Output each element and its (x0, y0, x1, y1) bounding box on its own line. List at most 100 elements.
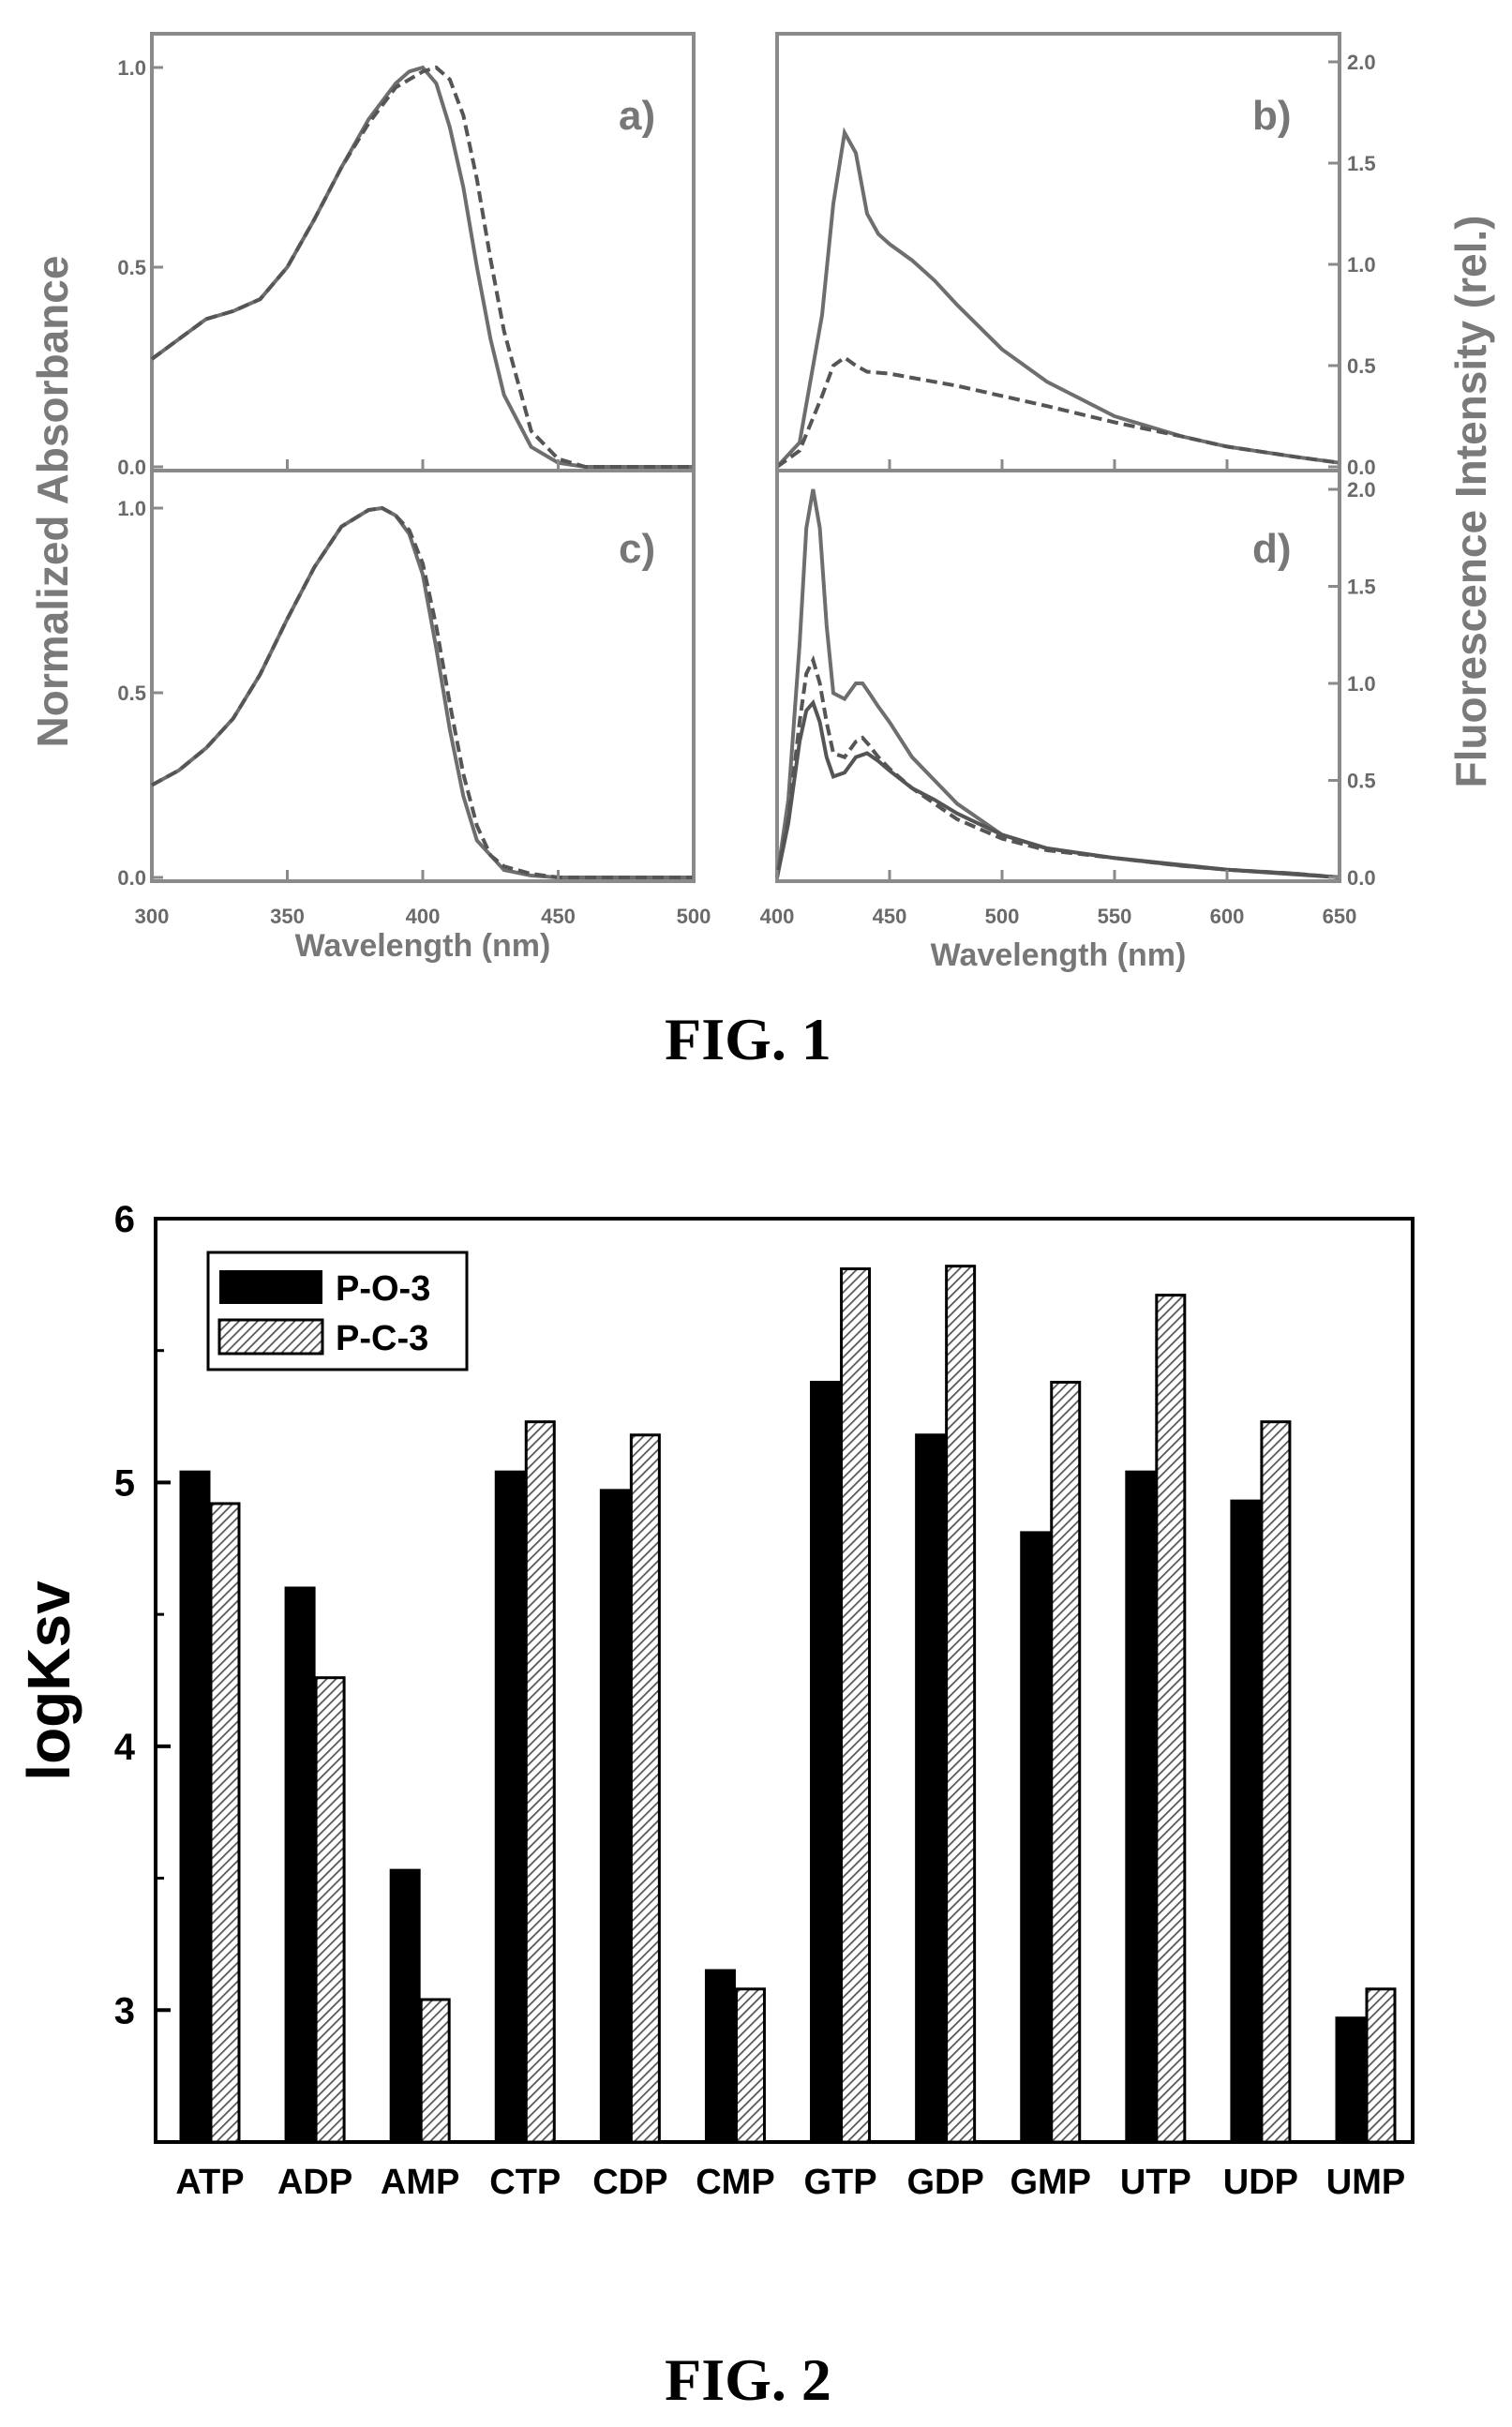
bar-p-c-3-gmp (1050, 1380, 1082, 2144)
xtick-label: 600 (1210, 905, 1245, 928)
xtick-label: 450 (873, 905, 907, 928)
category-label-amp: AMP (381, 2163, 459, 2202)
ytick-label: 6 (114, 1199, 135, 1240)
bar-p-c-3-cdp (629, 1433, 661, 2144)
bar-p-o-3-gtp (810, 1380, 842, 2144)
panel-c-frame (150, 469, 696, 883)
bar-p-o-3-gdp (915, 1433, 947, 2144)
xtick-label: 650 (1323, 905, 1357, 928)
fig1-ylabel-right: Fluorescence Intensity (rel.) (1446, 216, 1495, 788)
fig2-category-labels: ATP ADP AMP CTP CDP CMP GTP GDP GMP UTP UDP UMP (175, 2131, 1405, 2202)
ytick-label: 0.5 (117, 682, 146, 705)
fig1: Normalized Absorbance Fluorescence Inten… (28, 32, 1495, 1072)
fig2-bars (179, 1265, 1397, 2144)
ytick-label: 2.0 (1347, 478, 1376, 502)
category-label-udp: UDP (1223, 2163, 1298, 2202)
fig2-ylabel: logKsv (15, 1581, 82, 1781)
ytick-label: 4 (114, 1727, 136, 1768)
ytick-label: 1.5 (1347, 152, 1376, 175)
bar-p-c-3-adp (314, 1676, 346, 2144)
legend-label-p-o-3: P-O-3 (336, 1269, 430, 1309)
xtick-label: 400 (406, 905, 441, 928)
ytick-label: 0.5 (1347, 354, 1376, 378)
panel-c-label: c) (619, 526, 655, 572)
ytick-label: 0.0 (117, 456, 146, 479)
ytick-label: 3 (114, 1990, 135, 2031)
category-label-cdp: CDP (592, 2163, 667, 2202)
ytick-label: 0.0 (117, 866, 146, 890)
ytick-label: 1.0 (117, 497, 146, 520)
bar-p-c-3-cmp (734, 1987, 766, 2144)
fig1-caption: FIG. 1 (665, 1006, 831, 1072)
fig1-xlabel-left: Wavelength (nm) (295, 928, 551, 964)
category-label-gtp: GTP (803, 2163, 876, 2202)
ytick-label: 1.0 (1347, 672, 1376, 696)
panel-b-label: b) (1252, 93, 1292, 139)
panel-b-series-1 (775, 127, 1340, 469)
ytick-label: 5 (114, 1462, 135, 1504)
category-label-adp: ADP (277, 2163, 352, 2202)
legend-swatch-p-c-3 (217, 1318, 324, 1356)
xtick-label: 450 (541, 905, 576, 928)
ytick-label: 1.5 (1347, 576, 1376, 599)
ytick-label: 0.5 (117, 256, 146, 279)
bar-p-o-3-adp (284, 1586, 316, 2144)
panel-b-series-2 (775, 354, 1340, 469)
bar-p-o-3-udp (1230, 1499, 1262, 2144)
panel-d-series-2 (775, 654, 1340, 879)
panel-a-label: a) (619, 93, 655, 139)
ytick-label: 0.0 (1347, 866, 1376, 890)
bar-p-c-3-udp (1260, 1420, 1292, 2144)
ytick-label: 1.0 (1347, 253, 1376, 277)
legend-label-p-c-3: P-C-3 (336, 1319, 428, 1358)
category-label-gmp: GMP (1010, 2163, 1091, 2202)
bar-p-o-3-cdp (599, 1489, 631, 2144)
xtick-label: 400 (760, 905, 795, 928)
panel-a-series-1 (150, 65, 694, 469)
category-label-atp: ATP (175, 2163, 244, 2202)
bar-p-o-3-cmp (704, 1969, 736, 2144)
panel-d-frame (775, 469, 1341, 883)
bar-p-o-3-amp (389, 1868, 421, 2144)
panel-d-series-3 (775, 698, 1340, 879)
bar-p-c-3-amp (419, 1998, 451, 2144)
bar-p-o-3-gmp (1020, 1531, 1052, 2144)
xtick-label: 550 (1098, 905, 1132, 928)
xtick-label: 300 (135, 905, 170, 928)
bar-p-o-3-ump (1335, 2016, 1367, 2144)
xtick-label: 350 (270, 905, 305, 928)
bar-p-o-3-atp (179, 1470, 211, 2144)
legend-swatch-p-o-3 (219, 1270, 322, 1304)
ytick-label: 1.0 (117, 56, 146, 80)
xtick-label: 500 (677, 905, 711, 928)
bar-p-c-3-utp (1155, 1294, 1187, 2144)
fig1-ylabel-left: Normalized Absorbance (28, 256, 77, 748)
bar-p-c-3-ctp (524, 1420, 556, 2144)
ytick-label: 0.0 (1347, 456, 1376, 479)
fig2-caption: FIG. 2 (665, 2346, 831, 2413)
fig1-xlabel-right: Wavelength (nm) (931, 937, 1187, 973)
bar-p-o-3-utp (1125, 1470, 1157, 2144)
ytick-label: 0.5 (1347, 770, 1376, 793)
panel-a-frame (150, 32, 696, 472)
panel-c-series-2 (151, 505, 694, 879)
bar-p-c-3-gdp (945, 1265, 977, 2144)
panel-a-series-2 (150, 65, 694, 469)
xtick-label: 500 (985, 905, 1020, 928)
fig2-legend: P-O-3 P-C-3 (206, 1251, 469, 1371)
category-label-ctp: CTP (489, 2163, 561, 2202)
bar-p-c-3-ump (1365, 1987, 1397, 2144)
bar-p-o-3-ctp (494, 1470, 526, 2144)
category-label-gdp: GDP (906, 2163, 983, 2202)
bar-p-c-3-atp (209, 1502, 241, 2144)
fig2-plot-frame (154, 1217, 1415, 2144)
panel-d-label: d) (1252, 526, 1292, 572)
fig2-ticks: 3 4 5 6 (114, 1199, 171, 2031)
fig1-curves (150, 65, 1340, 879)
bar-p-c-3-gtp (840, 1266, 872, 2144)
ytick-label: 2.0 (1347, 51, 1376, 74)
category-label-ump: UMP (1326, 2163, 1405, 2202)
fig2: 3 4 5 6 ATP ADP AMP CTP CDP CMP GTP GDP GMP UTP UDP UM… (15, 1199, 1415, 2413)
